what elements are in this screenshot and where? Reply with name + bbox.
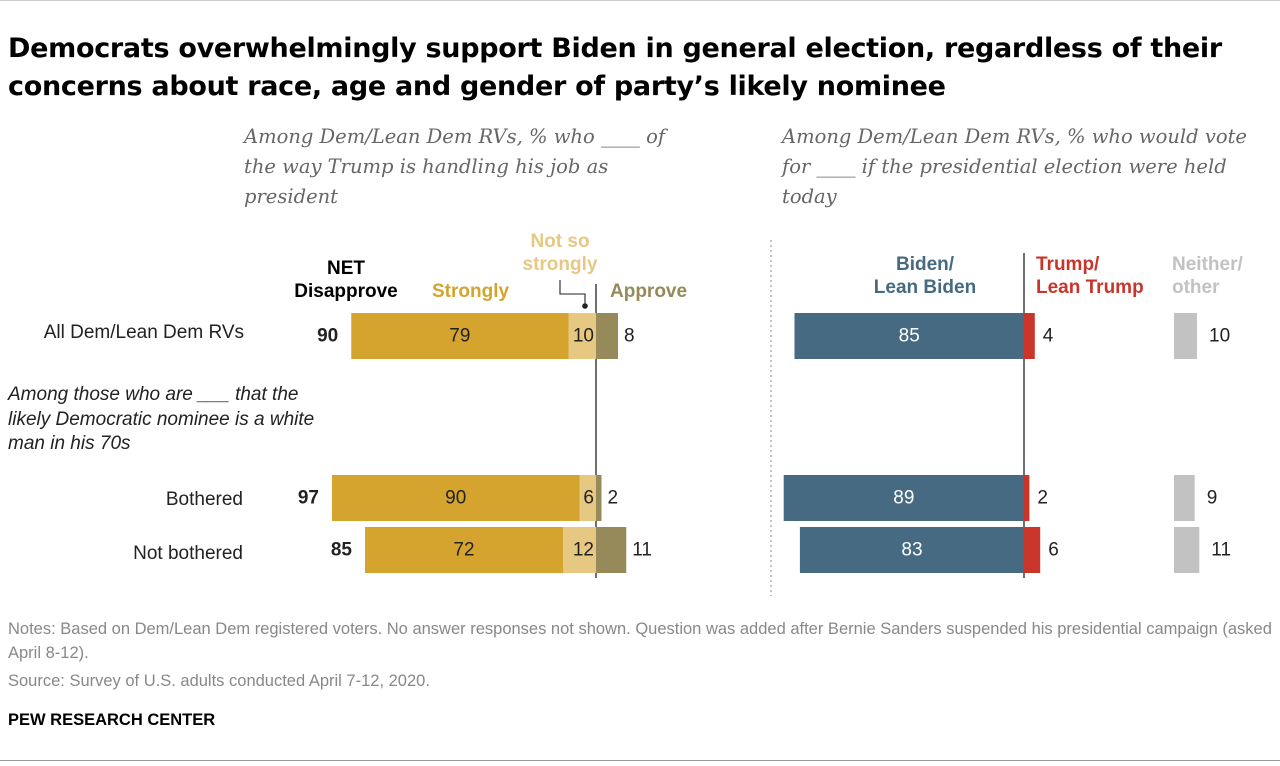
legend-neither-line1: Neither/ [1172, 254, 1243, 275]
label-net-disapprove-all: 90 [317, 326, 338, 347]
legend-leader-line [559, 280, 586, 305]
row-label-not-bothered: Not bothered [133, 543, 243, 564]
label-approve-not-bothered: 11 [632, 540, 652, 561]
label-not-so-strongly-all: 10 [573, 326, 594, 347]
legend-net-disapprove: NET Disapprove [288, 257, 404, 303]
bottom-rule [0, 760, 1280, 761]
legend-neither-line2: other [1172, 277, 1220, 298]
label-strongly-bothered: 90 [445, 488, 466, 509]
label-neither-all: 10 [1209, 326, 1230, 347]
legend-not-so-strongly: Not so strongly [510, 230, 610, 276]
subgroup-heading: Among those who are ___ that the likely … [8, 384, 315, 454]
bar-approve-all [596, 313, 618, 359]
bar-neither-not-bothered [1174, 527, 1200, 573]
bar-not-so-strongly-bothered [579, 475, 596, 521]
bar-biden-all [794, 313, 1024, 359]
bar-trump-all [1024, 313, 1035, 359]
label-strongly-all: 79 [449, 326, 470, 347]
label-neither-bothered: 9 [1207, 488, 1218, 509]
bar-biden-bothered [783, 475, 1024, 521]
source: Source: Survey of U.S. adults conducted … [8, 672, 430, 690]
label-net-disapprove-bothered: 97 [298, 488, 319, 509]
brand: PEW RESEARCH CENTER [8, 711, 216, 729]
row-label-all: All Dem/Lean Dem RVs [43, 322, 244, 343]
bar-strongly-bothered [332, 475, 580, 521]
bar-strongly-all [351, 313, 569, 359]
right-subtitle: Among Dem/Lean Dem RVs, % who would vote… [782, 125, 1247, 208]
legend-not-so-line1: Not so [530, 231, 590, 252]
label-not-so-strongly-bothered: 6 [583, 488, 594, 509]
legend-biden-line1: Biden/ [895, 254, 955, 275]
bar-trump-bothered [1024, 475, 1030, 521]
label-net-disapprove-not-bothered: 85 [331, 540, 353, 561]
label-biden-bothered: 89 [893, 488, 914, 509]
bar-not-so-strongly-all [568, 313, 596, 359]
label-not-so-strongly-not-bothered: 12 [573, 540, 594, 561]
bar-neither-all [1174, 313, 1197, 359]
row-label-bothered: Bothered [165, 489, 243, 510]
label-biden-all: 85 [899, 326, 920, 347]
bar-neither-bothered [1174, 475, 1195, 521]
label-trump-all: 4 [1043, 326, 1054, 347]
legend-not-so-line2: strongly [522, 254, 598, 275]
label-strongly-not-bothered: 72 [453, 540, 474, 561]
legend-net-line1: NET [327, 258, 365, 279]
label-trump-not-bothered: 6 [1048, 540, 1059, 561]
top-rule [0, 0, 1280, 1]
bar-not-so-strongly-not-bothered [563, 527, 596, 573]
legend-biden-line2: Lean Biden [873, 277, 977, 298]
legend-biden: Biden/ Lean Biden [850, 253, 1000, 299]
label-neither-not-bothered: 11 [1211, 540, 1231, 561]
legend-net-line2: Disapprove [294, 281, 398, 302]
legend-trump-line1: Trump/ [1036, 254, 1100, 275]
bar-biden-not-bothered [799, 527, 1024, 573]
legend-trump: Trump/ Lean Trump [1036, 253, 1144, 299]
label-biden-not-bothered: 83 [901, 540, 922, 561]
chart-title: Democrats overwhelmingly support Biden i… [8, 33, 1222, 102]
bar-trump-not-bothered [1024, 527, 1041, 573]
legend-approve: Approve [610, 281, 688, 302]
legend-neither: Neither/ other [1172, 253, 1243, 299]
bar-approve-bothered [596, 475, 602, 521]
legend-leader-dot [582, 303, 588, 309]
label-trump-bothered: 2 [1037, 488, 1048, 509]
label-approve-bothered: 2 [608, 488, 619, 509]
left-subtitle: Among Dem/Lean Dem RVs, % who ____ of th… [244, 125, 666, 208]
legend-trump-line2: Lean Trump [1036, 277, 1144, 298]
bar-approve-not-bothered [596, 527, 627, 573]
notes: Notes: Based on Dem/Lean Dem registered … [8, 620, 1272, 662]
label-approve-all: 8 [624, 326, 635, 347]
legend-strongly: Strongly [432, 281, 510, 302]
bar-strongly-not-bothered [365, 527, 563, 573]
